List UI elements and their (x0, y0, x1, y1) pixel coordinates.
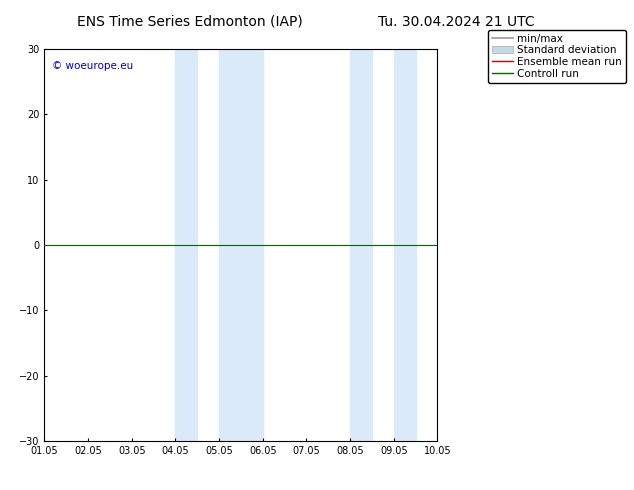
Text: ENS Time Series Edmonton (IAP): ENS Time Series Edmonton (IAP) (77, 15, 303, 29)
Text: © woeurope.eu: © woeurope.eu (52, 61, 134, 71)
Text: Tu. 30.04.2024 21 UTC: Tu. 30.04.2024 21 UTC (378, 15, 535, 29)
Bar (350, 49, 372, 441)
Bar (394, 49, 416, 441)
Legend: min/max, Standard deviation, Ensemble mean run, Controll run: min/max, Standard deviation, Ensemble me… (488, 30, 626, 83)
Bar (176, 49, 197, 441)
Bar (219, 49, 262, 441)
